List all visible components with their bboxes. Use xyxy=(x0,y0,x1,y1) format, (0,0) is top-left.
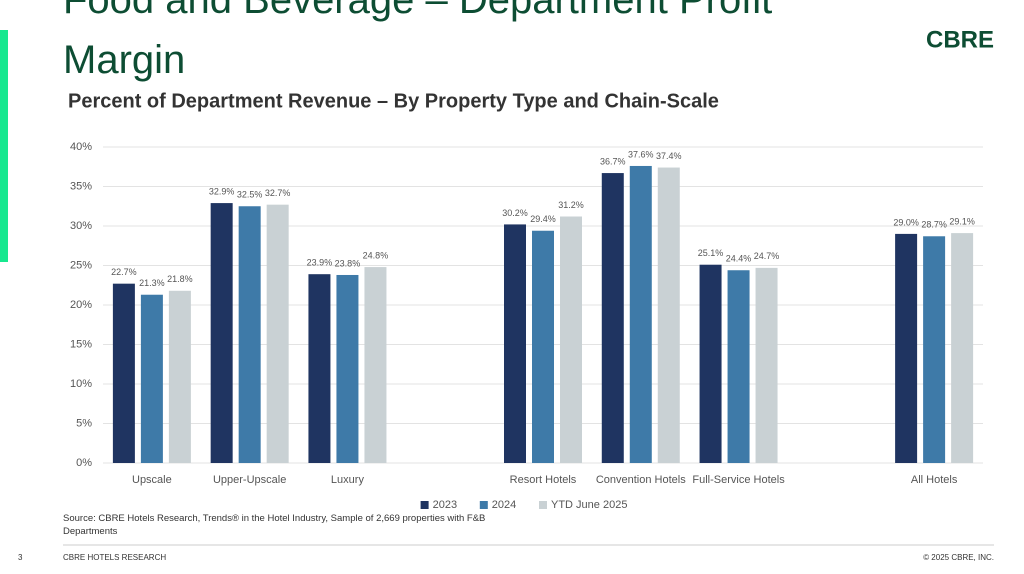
source: Source: CBRE Hotels Research, Trends® in… xyxy=(63,513,486,537)
value-label: 21.3% xyxy=(139,278,165,288)
value-label: 24.4% xyxy=(726,254,752,264)
bar xyxy=(755,267,778,463)
value-label: 31.2% xyxy=(558,200,584,210)
bar xyxy=(168,290,191,463)
chart-title: Percent of Department Revenue – By Prope… xyxy=(68,90,719,112)
value-label: 23.9% xyxy=(307,258,333,268)
value-label: 21.8% xyxy=(167,274,193,284)
y-tick-label: 25% xyxy=(70,259,92,271)
logo: CBRE xyxy=(926,26,994,53)
value-label: 25.1% xyxy=(698,248,724,258)
value-label: 32.5% xyxy=(237,190,263,200)
y-tick-label: 15% xyxy=(70,338,92,350)
bar xyxy=(923,236,946,463)
legend-swatch xyxy=(420,501,429,509)
value-label: 32.7% xyxy=(265,188,291,198)
page-number: 3 xyxy=(18,553,23,562)
bar xyxy=(601,173,624,463)
value-label: 29.1% xyxy=(949,216,975,226)
value-label: 29.4% xyxy=(530,214,556,224)
value-label: 29.0% xyxy=(893,217,919,227)
bar xyxy=(504,224,526,463)
value-label: 37.4% xyxy=(656,151,682,161)
bar xyxy=(140,294,163,463)
value-label: 32.9% xyxy=(209,186,235,196)
legend-swatch xyxy=(539,501,547,509)
value-label: 24.7% xyxy=(754,251,780,261)
bar xyxy=(895,233,918,463)
legend-label: YTD June 2025 xyxy=(551,499,627,511)
y-tick-label: 0% xyxy=(76,457,92,469)
bar xyxy=(532,230,554,463)
x-tick-label: Full-Service Hotels xyxy=(692,474,785,486)
bar xyxy=(336,274,359,463)
bar xyxy=(308,274,331,463)
bar xyxy=(699,264,722,463)
bar xyxy=(112,283,135,463)
value-label: 36.7% xyxy=(600,156,626,166)
value-label: 24.8% xyxy=(363,250,389,260)
bar xyxy=(266,204,289,464)
value-label: 30.2% xyxy=(502,208,528,218)
x-tick-label: Resort Hotels xyxy=(510,474,577,486)
x-tick-label: Upper-Upscale xyxy=(213,474,286,486)
y-tick-label: 40% xyxy=(70,141,92,153)
legend-label: 2023 xyxy=(433,499,457,511)
x-tick-label: Luxury xyxy=(331,474,365,486)
y-tick-label: 10% xyxy=(70,378,92,390)
legend-swatch xyxy=(479,501,488,509)
bar xyxy=(727,270,750,463)
bar xyxy=(364,267,387,463)
y-tick-label: 30% xyxy=(70,220,92,232)
x-tick-label: All Hotels xyxy=(911,474,958,486)
legend-label: 2024 xyxy=(492,499,516,511)
slide-title: Food and Beverage – Department Profit Ma… xyxy=(63,0,773,82)
accent-bar xyxy=(0,30,8,262)
value-label: 28.7% xyxy=(921,220,947,230)
bar xyxy=(560,216,582,463)
bar xyxy=(238,206,261,463)
x-tick-label: Convention Hotels xyxy=(596,474,686,486)
bar xyxy=(951,233,974,463)
value-label: 37.6% xyxy=(628,149,654,159)
value-label: 23.8% xyxy=(335,258,361,268)
bar xyxy=(629,165,652,463)
bar xyxy=(210,203,233,463)
source-box: Source: CBRE Hotels Research, Trends® in… xyxy=(63,513,486,537)
y-tick-label: 20% xyxy=(70,299,92,311)
footer-left: CBRE HOTELS RESEARCH xyxy=(63,553,166,562)
x-tick-label: Upscale xyxy=(132,474,172,486)
y-tick-label: 5% xyxy=(76,417,92,429)
y-tick-label: 35% xyxy=(70,180,92,192)
footer-right: © 2025 CBRE, INC. xyxy=(923,553,994,562)
bar xyxy=(657,167,680,464)
value-label: 22.7% xyxy=(111,267,137,277)
